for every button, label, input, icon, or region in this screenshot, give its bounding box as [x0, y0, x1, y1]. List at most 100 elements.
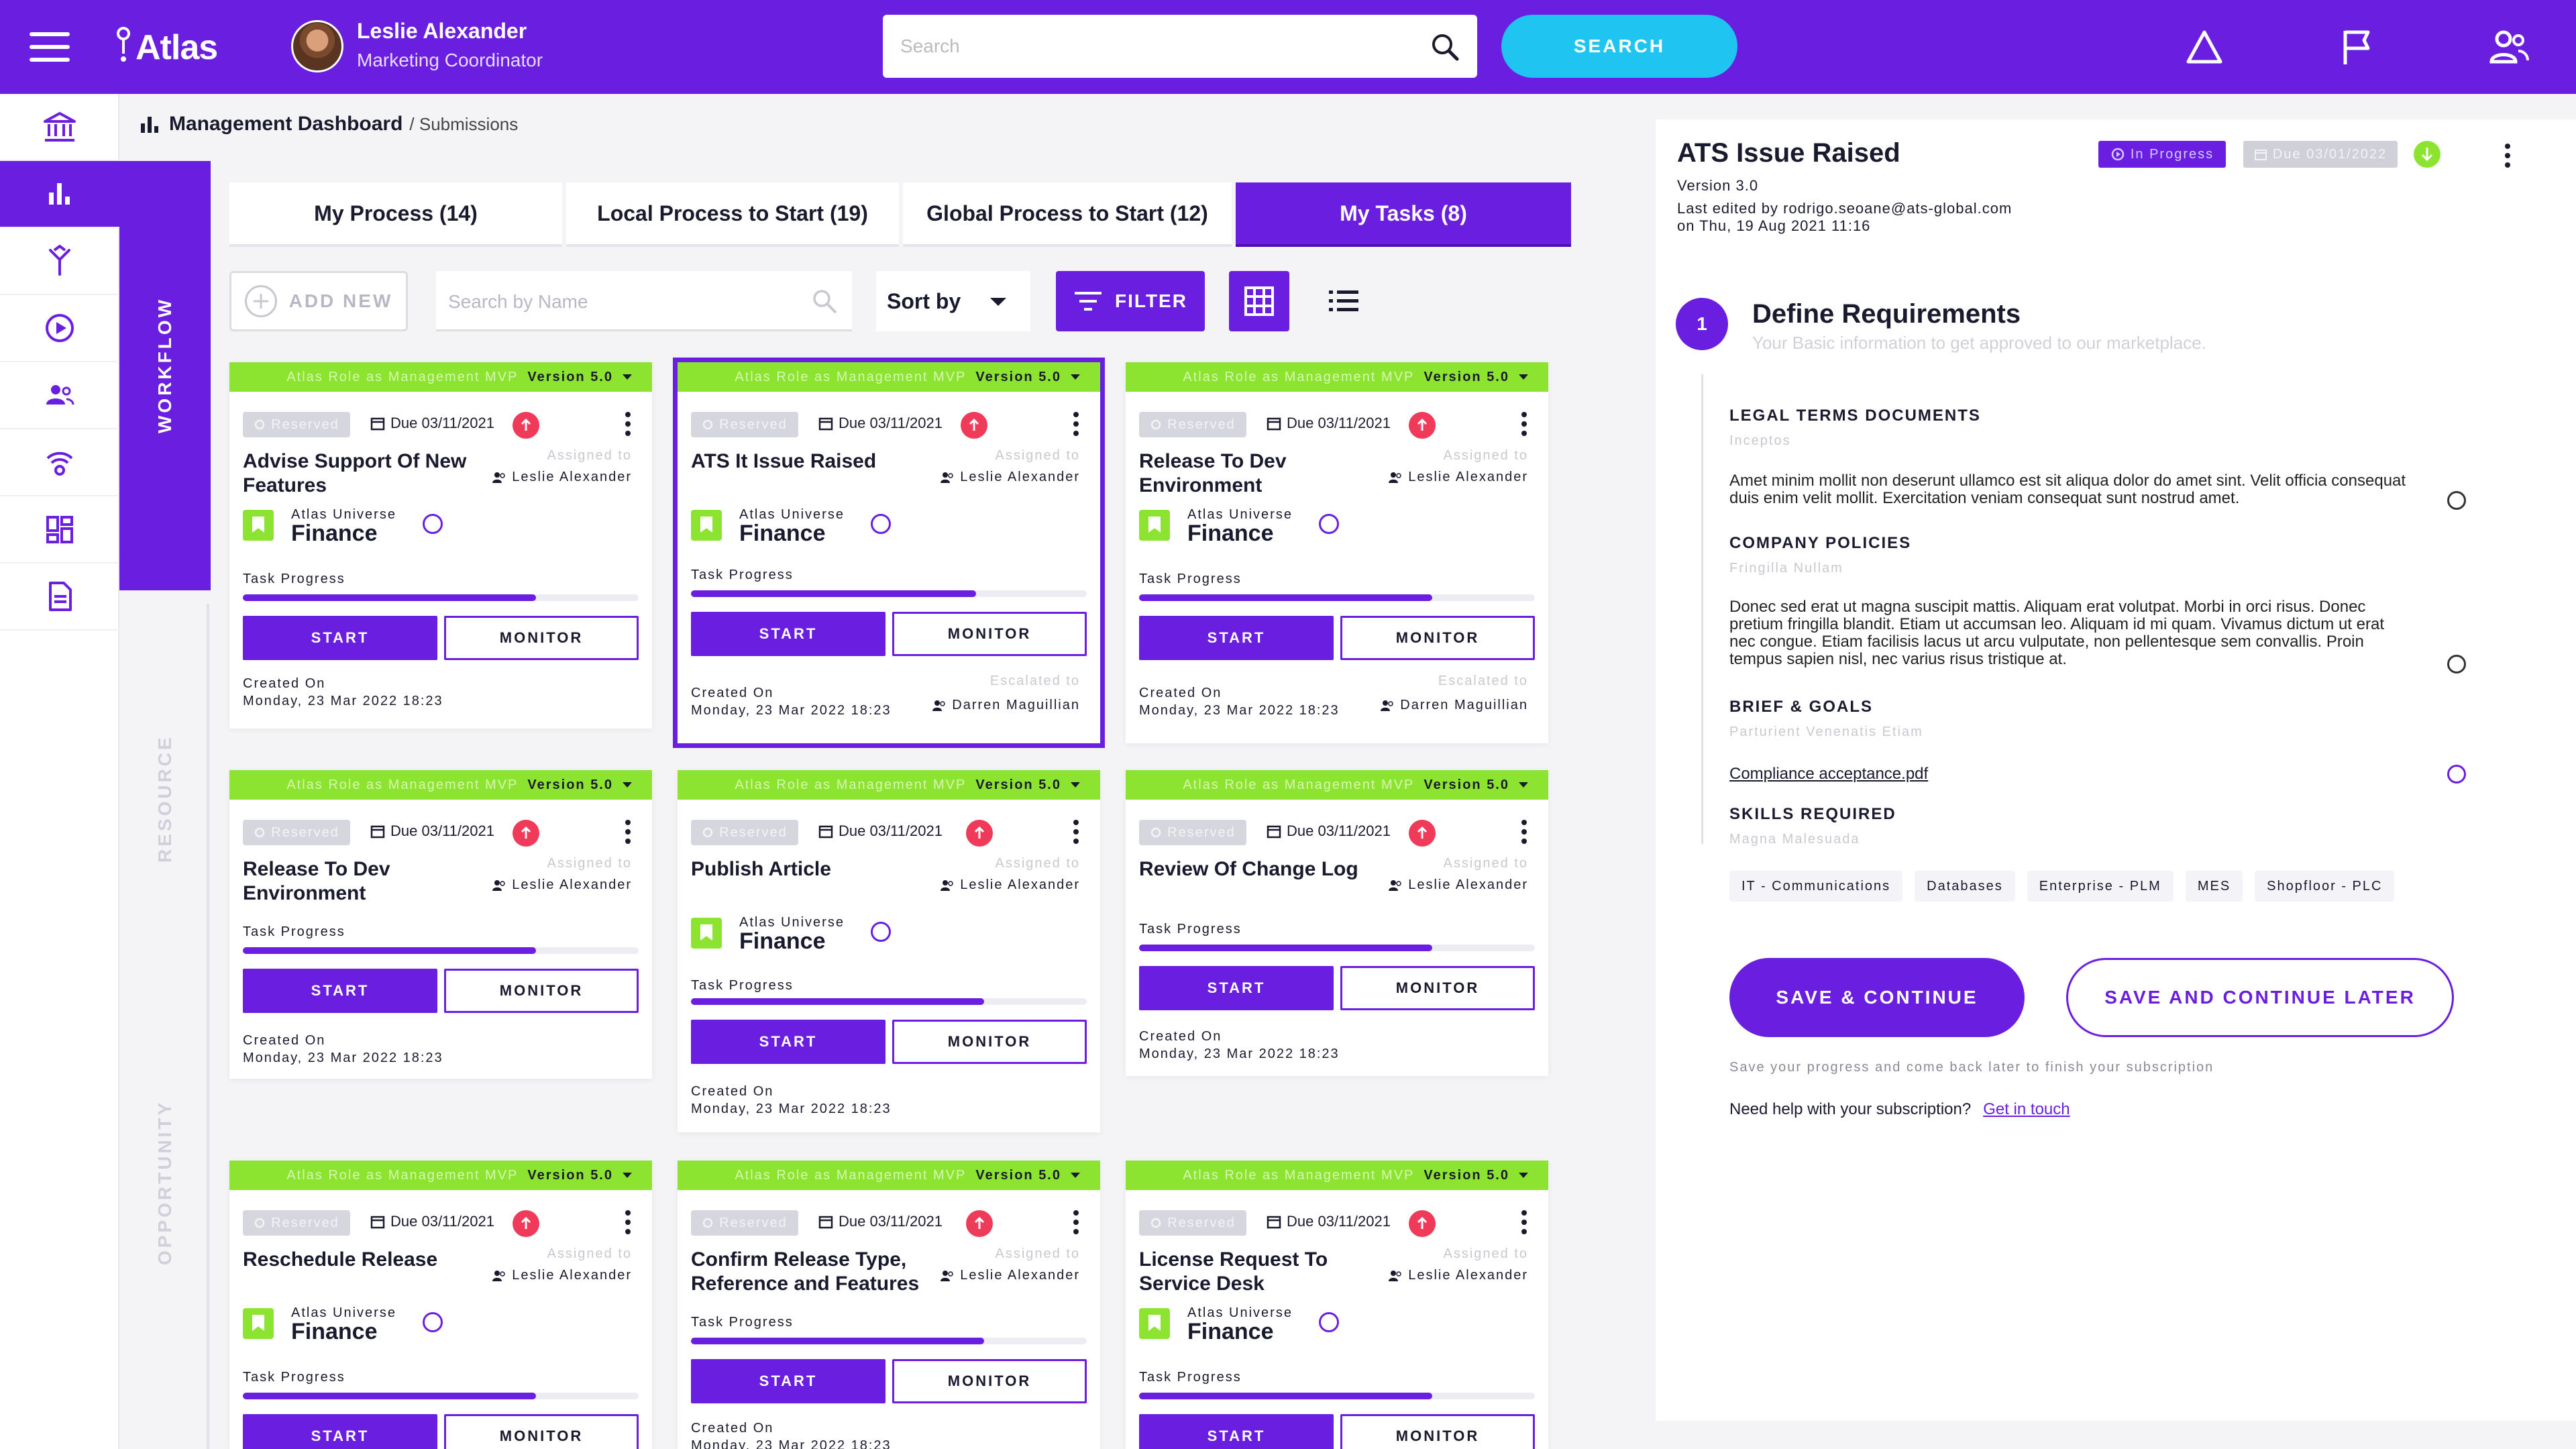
card-version[interactable]: Version 5.0: [975, 777, 1061, 792]
card-version[interactable]: Version 5.0: [1424, 369, 1509, 384]
breadcrumb-page[interactable]: Management Dashboard: [169, 113, 403, 135]
start-button[interactable]: START: [243, 616, 437, 660]
more-icon[interactable]: [2505, 144, 2512, 170]
priority-up-icon[interactable]: [513, 412, 539, 439]
task-card[interactable]: Atlas Role as Management MVP Version 5.0 R…: [229, 362, 652, 729]
card-title[interactable]: Review Of Change Log: [1139, 858, 1358, 880]
save-later-button[interactable]: SAVE AND CONTINUE LATER: [2066, 958, 2454, 1037]
more-icon[interactable]: [625, 412, 632, 439]
card-version[interactable]: Version 5.0: [1424, 1167, 1509, 1183]
rail-item-document[interactable]: [0, 564, 119, 631]
monitor-button[interactable]: MONITOR: [444, 969, 639, 1013]
warning-icon[interactable]: [2184, 27, 2224, 67]
task-card[interactable]: Atlas Role as Management MVP Version 5.0 R…: [673, 358, 1105, 748]
start-button[interactable]: START: [1139, 1414, 1334, 1449]
info-icon[interactable]: [423, 1312, 443, 1332]
info-icon[interactable]: [871, 922, 891, 942]
side-tab-opportunity[interactable]: OPPORTUNITY: [154, 1099, 175, 1265]
task-card[interactable]: Atlas Role as Management MVP Version 5.0 R…: [1126, 362, 1548, 743]
search-button[interactable]: SEARCH: [1501, 15, 1737, 78]
start-button[interactable]: START: [243, 969, 437, 1013]
side-tab-resource[interactable]: RESOURCE: [154, 735, 175, 863]
monitor-button[interactable]: MONITOR: [444, 1414, 639, 1449]
search-icon[interactable]: [810, 287, 839, 315]
caret-down-icon[interactable]: [1071, 374, 1080, 380]
priority-up-icon[interactable]: [966, 1210, 993, 1237]
tab-my-process[interactable]: My Process (14): [229, 182, 562, 247]
app-logo[interactable]: Atlas: [115, 24, 218, 71]
monitor-button[interactable]: MONITOR: [444, 616, 639, 660]
side-tab-workflow[interactable]: WORKFLOW: [119, 161, 211, 590]
rail-item-merge[interactable]: [0, 228, 119, 295]
caret-down-icon[interactable]: [623, 374, 632, 380]
card-version[interactable]: Version 5.0: [527, 1167, 613, 1183]
more-icon[interactable]: [1073, 1210, 1080, 1237]
caret-down-icon[interactable]: [623, 782, 632, 788]
rail-item-dashboard[interactable]: [0, 161, 119, 228]
card-title[interactable]: Publish Article: [691, 858, 831, 880]
task-card[interactable]: Atlas Role as Management MVP Version 5.0 R…: [1126, 1161, 1548, 1449]
tab-global-process[interactable]: Global Process to Start (12): [903, 182, 1232, 247]
users-icon[interactable]: [2489, 27, 2529, 67]
monitor-button[interactable]: MONITOR: [892, 1359, 1087, 1403]
info-icon[interactable]: [2447, 655, 2466, 674]
grid-view-button[interactable]: [1229, 271, 1289, 331]
priority-up-icon[interactable]: [513, 820, 539, 847]
info-icon[interactable]: [2447, 491, 2466, 510]
rail-item-widgets[interactable]: [0, 496, 119, 564]
caret-down-icon[interactable]: [623, 1173, 632, 1178]
more-icon[interactable]: [625, 1210, 632, 1237]
rail-item-play[interactable]: [0, 295, 119, 362]
start-button[interactable]: START: [243, 1414, 437, 1449]
skill-chip[interactable]: IT - Communications: [1729, 871, 1903, 902]
priority-up-icon[interactable]: [513, 1210, 539, 1237]
info-icon[interactable]: [423, 514, 443, 534]
tab-local-process[interactable]: Local Process to Start (19): [566, 182, 899, 247]
compliance-pdf-link[interactable]: Compliance acceptance.pdf: [1729, 765, 1929, 783]
skill-chip[interactable]: Shopfloor - PLC: [2255, 871, 2395, 902]
start-button[interactable]: START: [1139, 966, 1334, 1010]
more-icon[interactable]: [625, 820, 632, 847]
start-button[interactable]: START: [1139, 616, 1334, 660]
info-icon[interactable]: [1319, 1312, 1339, 1332]
priority-up-icon[interactable]: [961, 412, 987, 439]
monitor-button[interactable]: MONITOR: [892, 612, 1087, 656]
card-version[interactable]: Version 5.0: [975, 1167, 1061, 1183]
add-new-button[interactable]: ADD NEW: [229, 271, 408, 331]
card-title[interactable]: License Request To Service Desk: [1139, 1248, 1328, 1295]
priority-up-icon[interactable]: [966, 820, 993, 847]
rail-item-signal[interactable]: [0, 429, 119, 496]
more-icon[interactable]: [1073, 412, 1080, 439]
caret-down-icon[interactable]: [1071, 782, 1080, 788]
card-title[interactable]: Release To Dev Environment: [243, 858, 390, 904]
card-title[interactable]: Advise Support Of New Features: [243, 450, 467, 496]
monitor-button[interactable]: MONITOR: [1340, 966, 1535, 1010]
more-icon[interactable]: [1521, 1210, 1528, 1237]
filter-button[interactable]: FILTER: [1056, 271, 1205, 331]
task-card[interactable]: Atlas Role as Management MVP Version 5.0 R…: [229, 1161, 652, 1449]
monitor-button[interactable]: MONITOR: [1340, 616, 1535, 660]
tab-my-tasks[interactable]: My Tasks (8): [1236, 182, 1571, 247]
more-icon[interactable]: [1521, 820, 1528, 847]
flag-icon[interactable]: [2337, 27, 2377, 67]
card-version[interactable]: Version 5.0: [975, 369, 1061, 384]
more-icon[interactable]: [1521, 412, 1528, 439]
get-in-touch-link[interactable]: Get in touch: [1983, 1100, 2070, 1118]
caret-down-icon[interactable]: [1519, 1173, 1528, 1178]
card-version[interactable]: Version 5.0: [1424, 777, 1509, 792]
skill-chip[interactable]: Enterprise - PLM: [2027, 871, 2174, 902]
start-button[interactable]: START: [691, 1359, 885, 1403]
info-icon[interactable]: [1319, 514, 1339, 534]
priority-up-icon[interactable]: [1409, 412, 1436, 439]
list-view-button[interactable]: [1313, 271, 1374, 331]
name-search-input[interactable]: [448, 287, 784, 317]
task-card[interactable]: Atlas Role as Management MVP Version 5.0 R…: [678, 770, 1100, 1132]
monitor-button[interactable]: MONITOR: [892, 1020, 1087, 1064]
save-continue-button[interactable]: SAVE & CONTINUE: [1729, 958, 2025, 1037]
caret-down-icon[interactable]: [1071, 1173, 1080, 1178]
skill-chip[interactable]: Databases: [1915, 871, 2015, 902]
task-card[interactable]: Atlas Role as Management MVP Version 5.0 R…: [229, 770, 652, 1079]
task-card[interactable]: Atlas Role as Management MVP Version 5.0 R…: [678, 1161, 1100, 1449]
info-icon[interactable]: [2447, 765, 2466, 784]
more-icon[interactable]: [1073, 820, 1080, 847]
